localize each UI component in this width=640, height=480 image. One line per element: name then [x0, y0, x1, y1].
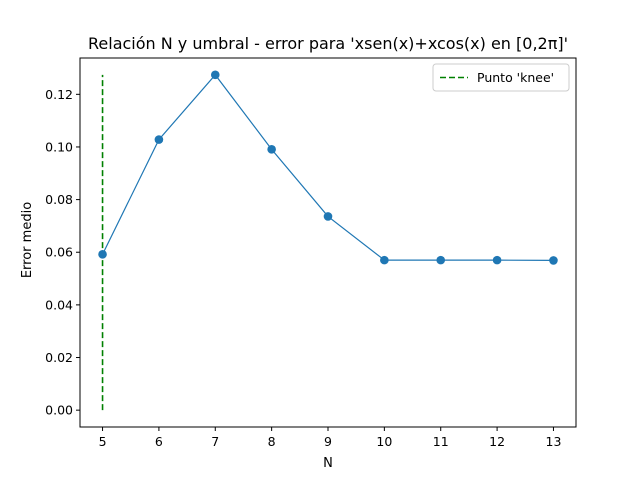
x-tick-label-6: 6: [155, 434, 163, 449]
data-point-10: [380, 255, 389, 265]
y-tick-label-0.04: 0.04: [45, 297, 73, 312]
legend-box: [432, 63, 570, 92]
y-tick-label-0.10: 0.10: [45, 139, 73, 154]
x-axis-label: N: [323, 456, 333, 471]
y-tick-label-0.00: 0.00: [45, 403, 73, 418]
x-tick-label-7: 7: [211, 434, 219, 449]
data-point-11: [436, 255, 446, 265]
x-tick-label-10: 10: [376, 434, 392, 449]
y-axis-label: Error medio: [20, 202, 35, 278]
x-tick-label-8: 8: [268, 434, 276, 449]
data-point-5: [98, 250, 107, 259]
data-point-8: [267, 145, 276, 154]
x-tick-label-11: 11: [433, 434, 449, 449]
axes: 5 6 7 8 9 10 11 12 13 0.00 0.02 0.04 0.06 0.08 0.10 0.1…: [45, 57, 577, 449]
y-tick-label-0.08: 0.08: [45, 192, 73, 207]
series-line: [102, 73, 554, 261]
data-point-6: [154, 135, 164, 144]
x-tick-label-5: 5: [99, 434, 107, 449]
x-tick-label-13: 13: [546, 434, 562, 449]
y-tick-label-0.06: 0.06: [45, 245, 73, 260]
data-point-13: [549, 256, 558, 265]
legend: Punto 'knee': [432, 63, 570, 92]
data-point-12: [492, 255, 502, 265]
y-tick-label-0.02: 0.02: [45, 350, 73, 365]
chart-title: Relación N y umbral - error para 'xsen(x…: [88, 34, 568, 53]
axes-frame: [79, 57, 577, 428]
legend-label-knee: Punto 'knee': [477, 70, 554, 85]
y-tick-label-0.12: 0.12: [45, 87, 73, 102]
x-tick-label-9: 9: [324, 434, 332, 449]
data-point-9: [323, 212, 333, 221]
plot-area: [98, 70, 558, 411]
x-tick-label-12: 12: [489, 434, 505, 449]
data-point-7: [210, 70, 220, 80]
